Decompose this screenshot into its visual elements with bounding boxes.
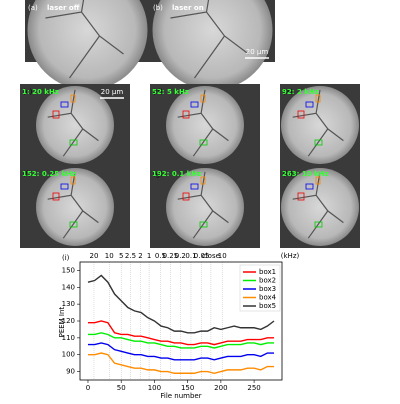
series-line [87, 274, 275, 334]
crack [170, 0, 249, 79]
panel-caption: 192: 0.1 kHz [152, 170, 201, 178]
y-tick-label: 100 [62, 351, 75, 359]
top-unit: (kHz) [281, 252, 300, 260]
top-tick-label: 10 [105, 252, 114, 260]
y-tick-label: 150 [62, 266, 75, 274]
image-disk [27, 0, 148, 90]
panel-caption: 152: 0.25 kHz [22, 170, 76, 178]
panel-label: (i) [62, 254, 70, 262]
roi-box [70, 176, 76, 185]
series-line [87, 320, 275, 346]
legend-label: box1 [259, 268, 276, 276]
legend-label: box3 [259, 285, 276, 293]
y-tick-label: 130 [62, 300, 75, 308]
top-tick-label: 20 [89, 252, 98, 260]
roi-box [199, 139, 208, 146]
top-tick-label: 0.05 [194, 252, 210, 260]
legend-label: box2 [259, 277, 276, 285]
roi-box [305, 101, 314, 108]
top-tick-label: 5 [119, 252, 123, 260]
series-line [87, 342, 275, 361]
x-tick-label: 0 [86, 384, 90, 392]
top-tick-label: 2 [138, 252, 142, 260]
x-tick-label: 50 [117, 384, 126, 392]
panel-label: (b) [153, 4, 163, 12]
x-axis-label: File number [160, 392, 201, 400]
roi-box [70, 94, 76, 103]
panel-caption: laser off [47, 4, 80, 12]
y-tick-label: 120 [62, 317, 75, 325]
y-tick-label: 90 [66, 368, 75, 376]
y-axis-label: PEEM Int. [58, 305, 66, 338]
scale-label: 20 μm [246, 48, 269, 56]
panel-label: (e) [283, 88, 293, 96]
roi-box [199, 221, 208, 228]
roi-box [314, 139, 323, 146]
roi-box [314, 221, 323, 228]
top-tick-label: 2.5 [125, 252, 136, 260]
y-tick-label: 140 [62, 283, 75, 291]
image-disk [281, 86, 359, 164]
roi-box [69, 221, 78, 228]
roi-box [190, 183, 199, 190]
roi-box [315, 94, 321, 103]
image-disk [166, 168, 244, 246]
roi-box [297, 110, 305, 119]
roi-box [315, 176, 321, 185]
panel-caption: 92: 2 kHz [282, 88, 319, 96]
x-tick-label: 250 [247, 384, 260, 392]
top-tick-label: 0.2 [175, 252, 186, 260]
image-disk [36, 168, 114, 246]
y-tick-label: 110 [62, 334, 75, 342]
x-tick-label: 150 [181, 384, 194, 392]
roi-box [182, 192, 190, 201]
panel-caption: 263: 10 kHz [282, 170, 329, 178]
top-tick-label: 1 [147, 252, 151, 260]
roi-box [190, 101, 199, 108]
legend-label: box5 [259, 302, 276, 310]
top-tick-label: 10 [218, 252, 227, 260]
image-disk [281, 168, 359, 246]
image-disk [166, 86, 244, 164]
roi-box [182, 110, 190, 119]
panel-label: (h) [283, 170, 293, 178]
panel-caption: laser on [172, 4, 204, 12]
panel-label: (c) [23, 88, 33, 96]
plot-frame [79, 261, 283, 381]
roi-box [52, 110, 60, 119]
crack [45, 0, 124, 79]
panel-label: (f) [23, 170, 31, 178]
roi-box [305, 183, 314, 190]
series-line [87, 332, 275, 349]
image-disk [36, 86, 114, 164]
roi-box [60, 101, 69, 108]
x-tick-label: 200 [214, 384, 227, 392]
image-disk [152, 0, 273, 90]
panel-label: (g) [153, 170, 163, 178]
panel-label: (d) [153, 88, 163, 96]
panel-label: (a) [28, 4, 38, 12]
top-tick-label: 0.5 [155, 252, 166, 260]
roi-box [69, 139, 78, 146]
x-tick-label: 100 [148, 384, 161, 392]
roi-box [52, 192, 60, 201]
crack [47, 89, 99, 157]
panel-caption: 1: 20 kHz [22, 88, 59, 96]
scale-label: 20 μm [101, 88, 124, 96]
roi-box [200, 176, 206, 185]
top-tick-label: close [202, 252, 220, 260]
roi-box [200, 94, 206, 103]
legend-label: box4 [259, 294, 277, 302]
series-line [87, 352, 275, 374]
roi-box [297, 192, 305, 201]
top-tick-label: 0.1 [185, 252, 196, 260]
panel-caption: 52: 5 kHz [152, 88, 189, 96]
top-tick-label: 0.25 [163, 252, 179, 260]
roi-box [60, 183, 69, 190]
